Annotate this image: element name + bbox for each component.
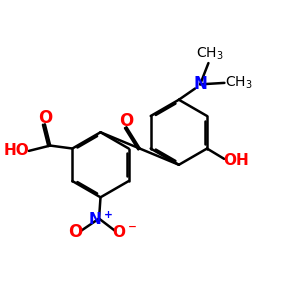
Text: OH: OH	[224, 153, 250, 168]
Text: O: O	[68, 224, 83, 242]
Text: O: O	[119, 112, 133, 130]
Text: CH$_3$: CH$_3$	[225, 75, 253, 91]
Text: N: N	[193, 75, 207, 93]
Text: $\mathbf{O^-}$: $\mathbf{O^-}$	[112, 224, 137, 241]
Text: O: O	[38, 109, 52, 127]
Text: CH$_3$: CH$_3$	[196, 45, 224, 62]
Text: HO: HO	[4, 143, 29, 158]
Text: $\mathbf{N^+}$: $\mathbf{N^+}$	[88, 211, 112, 228]
